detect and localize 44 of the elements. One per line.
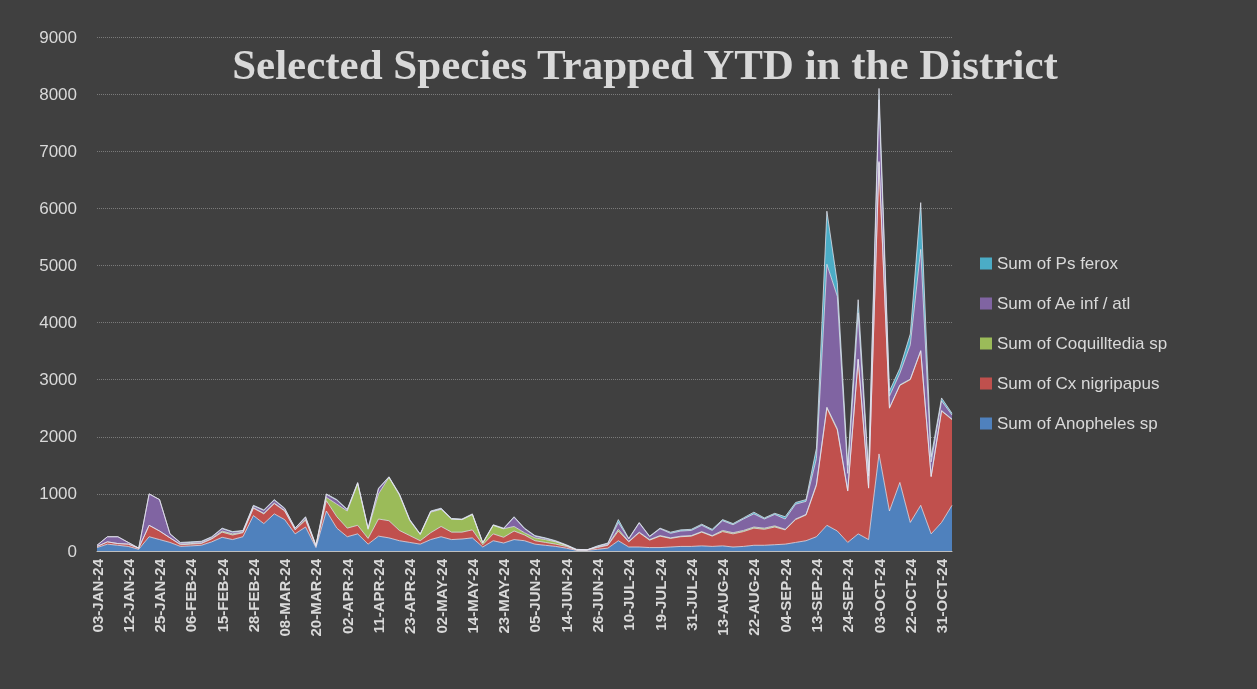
x-tick-label: 20-MAR-24 (307, 558, 325, 637)
x-tick-label: 24-SEP-24 (839, 558, 857, 633)
chart-title: Selected Species Trapped YTD in the District (232, 41, 1059, 88)
x-tick-label: 08-MAR-24 (276, 558, 294, 637)
y-tick-label: 3000 (39, 370, 77, 390)
x-tick-label: 31-JUL-24 (682, 558, 700, 631)
x-tick-label: 31-OCT-24 (933, 558, 951, 634)
y-tick-label: 7000 (39, 141, 77, 161)
x-tick-label: 25-JAN-24 (151, 558, 169, 633)
x-tick-label: 05-JUN-24 (526, 558, 544, 633)
legend-label: Sum of Coquilltedia sp (997, 334, 1168, 353)
x-tick-label: 14-JUN-24 (557, 558, 575, 633)
x-tick-label: 06-FEB-24 (182, 558, 200, 633)
legend-label: Sum of Cx nigripapus (997, 374, 1160, 393)
x-tick-label: 11-APR-24 (370, 558, 388, 634)
x-tick-label: 13-AUG-24 (714, 558, 732, 636)
x-tick-label: 03-JAN-24 (88, 558, 106, 633)
y-tick-label: 5000 (39, 255, 77, 275)
x-tick-label: 10-JUL-24 (620, 558, 638, 631)
x-tick-label: 13-SEP-24 (807, 558, 825, 633)
x-tick-label: 04-SEP-24 (776, 558, 794, 633)
y-tick-label: 6000 (39, 198, 77, 218)
x-tick-label: 19-JUL-24 (651, 558, 669, 631)
legend-label: Sum of Anopheles sp (997, 414, 1158, 433)
legend-label: Sum of Ps ferox (997, 254, 1119, 273)
x-tick-label: 03-OCT-24 (870, 558, 888, 634)
y-tick-label: 8000 (39, 84, 77, 104)
x-tick-label: 02-APR-24 (338, 558, 356, 635)
x-tick-label: 28-FEB-24 (244, 558, 262, 633)
x-tick-label: 23-MAY-24 (495, 558, 513, 634)
x-tick-label: 26-JUN-24 (588, 558, 606, 633)
x-tick-label: 02-MAY-24 (432, 558, 450, 634)
y-tick-label: 1000 (39, 484, 77, 504)
x-tick-label: 22-OCT-24 (901, 558, 919, 634)
y-tick-label: 4000 (39, 313, 77, 333)
legend-label: Sum of Ae inf / atl (997, 294, 1131, 313)
y-tick-label: 0 (67, 541, 77, 561)
y-tick-label: 9000 (39, 27, 77, 47)
x-tick-label: 15-FEB-24 (213, 558, 231, 633)
x-tick-label: 14-MAY-24 (463, 558, 481, 634)
y-tick-label: 2000 (39, 427, 77, 447)
x-tick-label: 23-APR-24 (401, 558, 419, 635)
x-tick-label: 22-AUG-24 (745, 558, 763, 636)
x-tick-label: 12-JAN-24 (119, 558, 137, 633)
